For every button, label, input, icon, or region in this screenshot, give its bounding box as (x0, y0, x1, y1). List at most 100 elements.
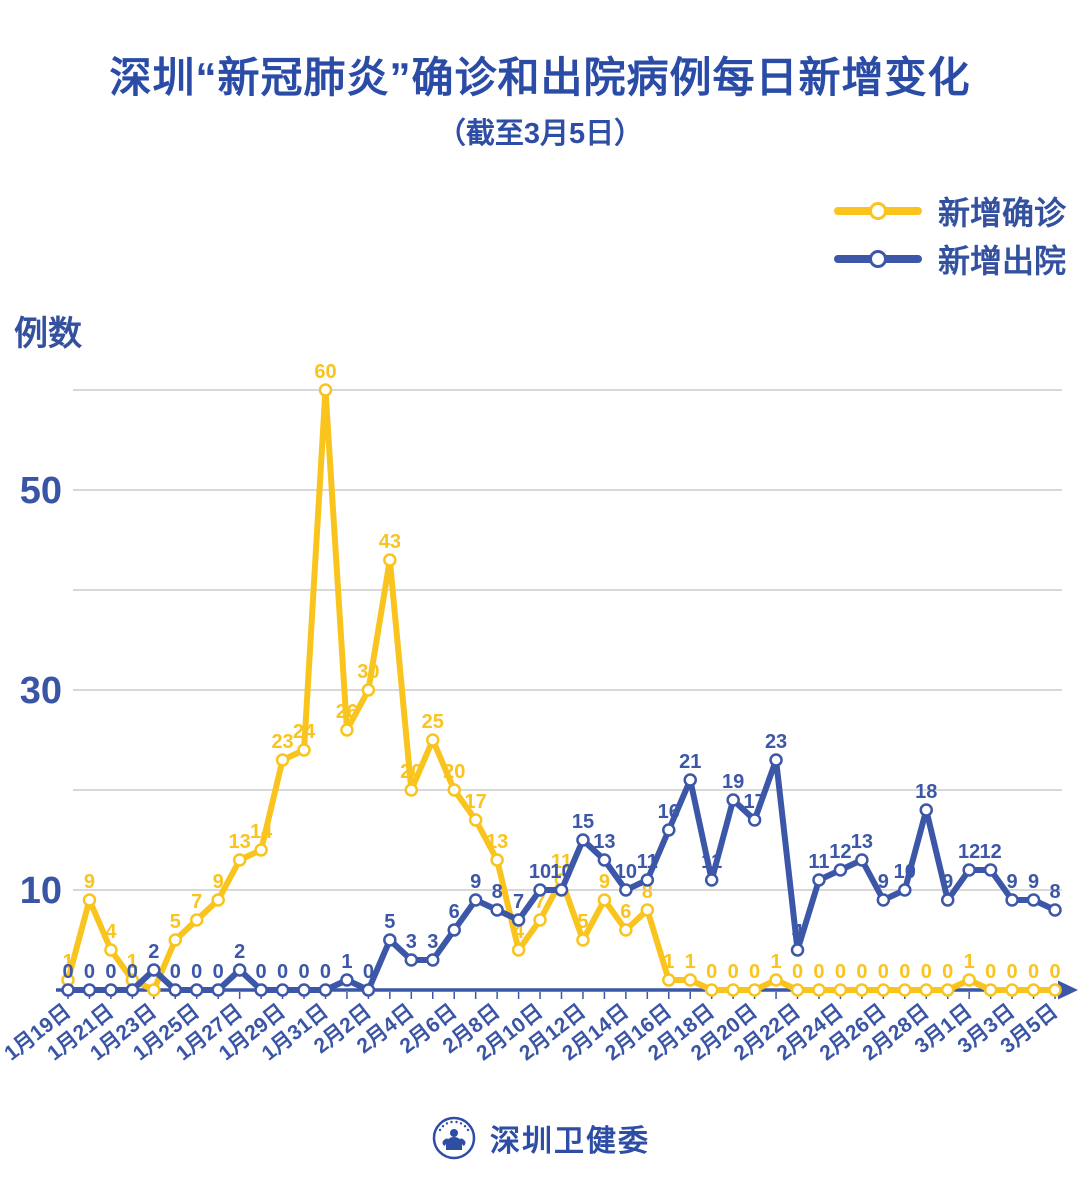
discharged-data-point-label: 10 (615, 861, 637, 883)
confirmed-data-point-label: 0 (942, 961, 953, 983)
y-tick-label: 50 (20, 470, 62, 512)
confirmed-data-point-marker (533, 913, 547, 927)
discharged-data-point-marker (1026, 893, 1041, 907)
discharged-data-point-label: 0 (277, 961, 288, 983)
confirmed-data-point-label: 0 (856, 961, 867, 983)
confirmed-line-swatch (833, 202, 922, 220)
confirmed-data-point-marker (275, 753, 290, 767)
discharged-data-point-label: 4 (792, 921, 804, 943)
confirmed-data-point-marker (383, 553, 397, 567)
discharged-data-point-label: 16 (658, 801, 680, 823)
discharged-data-point-marker (919, 803, 934, 817)
confirmed-data-point-label: 14 (250, 821, 273, 843)
discharged-data-point-label: 2 (234, 941, 245, 963)
confirmed-data-point-marker (576, 933, 590, 947)
discharged-data-point-label: 3 (406, 931, 417, 953)
discharged-data-point-label: 0 (170, 961, 181, 983)
confirmed-data-point-marker (619, 923, 633, 937)
confirmed-data-point-label: 0 (878, 961, 889, 983)
confirmed-data-point-label: 0 (728, 961, 739, 983)
confirmed-data-point-marker (747, 983, 762, 997)
discharged-data-point-marker (82, 983, 97, 997)
legend-item-confirmed: 新增确诊 (833, 188, 1066, 234)
confirmed-data-point-label: 20 (443, 761, 465, 783)
discharged-data-point-marker (683, 773, 697, 787)
confirmed-data-point-label: 13 (486, 831, 508, 853)
confirmed-data-point-marker (962, 973, 976, 987)
confirmed-data-point-marker (254, 843, 268, 857)
line-chart: 1030501月19日1月21日1月23日1月25日1月27日1月29日1月31… (0, 361, 1078, 1065)
discharged-data-point-marker (232, 963, 247, 977)
shenzhen-health-commission-logo-icon (432, 1116, 476, 1160)
confirmed-data-point-marker (511, 943, 526, 957)
confirmed-data-point-marker (82, 893, 97, 907)
discharged-data-point-marker (61, 983, 75, 997)
discharged-data-point-label: 9 (470, 871, 481, 893)
discharged-data-point-marker (1005, 893, 1019, 907)
discharged-data-point-marker (619, 883, 633, 897)
confirmed-data-point-marker (447, 783, 461, 797)
confirmed-data-point-marker (340, 723, 354, 737)
confirmed-data-point-label: 7 (534, 891, 545, 913)
confirmed-data-point-label: 24 (293, 721, 316, 743)
confirmed-data-point-marker (640, 903, 655, 917)
discharged-data-point-label: 0 (298, 961, 309, 983)
discharged-data-point-label: 12 (980, 841, 1002, 863)
discharged-data-point-label: 23 (765, 731, 787, 753)
confirmed-data-point-label: 1 (685, 951, 696, 973)
confirmed-data-point-label: 4 (105, 921, 117, 943)
discharged-data-point-label: 9 (942, 871, 953, 893)
confirmed-data-point-marker (790, 983, 805, 997)
confirmed-data-point-marker (662, 973, 676, 987)
confirmed-data-point-marker (940, 983, 955, 997)
confirmed-data-point-marker (1005, 983, 1019, 997)
confirmed-data-point-marker (1048, 983, 1062, 997)
confirmed-data-point-marker (361, 683, 376, 697)
discharged-data-point-label: 0 (213, 961, 224, 983)
legend-label-discharged: 新增出院 (937, 243, 1066, 279)
confirmed-data-point-label: 0 (921, 961, 932, 983)
confirmed-data-point-label: 4 (513, 921, 525, 943)
discharged-data-point-label: 17 (743, 791, 765, 813)
discharged-data-point-label: 0 (127, 961, 138, 983)
confirmed-data-point-marker (726, 983, 740, 997)
discharged-data-point-label: 0 (105, 961, 116, 983)
marker-circle-icon (868, 202, 887, 220)
confirmed-data-point-label: 0 (899, 961, 910, 983)
discharged-data-point-label: 21 (679, 751, 701, 773)
confirmed-data-point-label: 20 (400, 761, 422, 783)
confirmed-data-point-label: 0 (749, 961, 760, 983)
confirmed-data-point-label: 43 (379, 531, 401, 553)
confirmed-data-point-marker (855, 983, 869, 997)
discharged-data-point-label: 8 (1049, 881, 1060, 903)
discharged-data-point-marker (426, 953, 440, 967)
confirmed-data-point-marker (597, 893, 612, 907)
discharged-data-point-marker (1048, 903, 1062, 917)
confirmed-data-point-label: 25 (422, 711, 444, 733)
discharged-data-point-label: 9 (1028, 871, 1039, 893)
confirmed-data-point-label: 9 (599, 871, 610, 893)
discharged-data-point-label: 10 (550, 861, 572, 883)
discharged-data-point-marker (597, 853, 612, 867)
confirmed-data-point-marker (168, 933, 183, 947)
discharged-data-point-marker (297, 983, 311, 997)
discharged-data-point-label: 18 (915, 781, 937, 803)
discharged-data-point-label: 15 (572, 811, 594, 833)
discharged-data-point-label: 0 (191, 961, 202, 983)
confirmed-data-point-label: 7 (191, 891, 202, 913)
confirmed-data-point-label: 1 (964, 951, 975, 973)
confirmed-data-point-label: 0 (1049, 961, 1060, 983)
discharged-data-point-label: 12 (958, 841, 980, 863)
confirmed-data-point-label: 30 (357, 661, 379, 683)
discharged-data-point-label: 9 (878, 871, 889, 893)
discharged-data-point-label: 12 (829, 841, 851, 863)
confirmed-data-point-label: 60 (314, 361, 336, 383)
legend-label-confirmed: 新增确诊 (937, 195, 1066, 231)
confirmed-data-point-label: 13 (229, 831, 251, 853)
y-axis-unit-label: 例数 (14, 315, 82, 353)
confirmed-data-point-marker (898, 983, 912, 997)
confirmed-data-point-marker (833, 983, 848, 997)
org-name: 深圳卫健委 (490, 1125, 650, 1158)
legend-item-discharged: 新增出院 (833, 236, 1066, 282)
discharged-data-point-marker (983, 863, 998, 877)
